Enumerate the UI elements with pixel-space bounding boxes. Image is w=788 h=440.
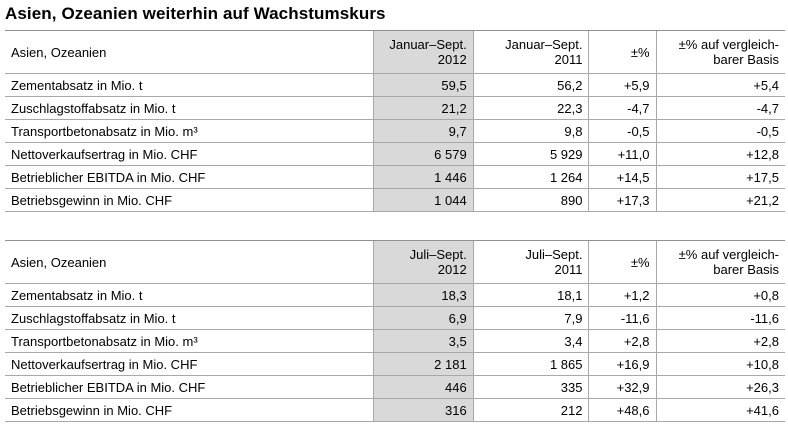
header-change: ±% [588, 240, 657, 284]
header-prior-period-line1: Juli–Sept. [525, 247, 583, 262]
row-prior-value: 7,9 [472, 306, 589, 330]
table-row: Transportbetonabsatz in Mio. m³ 9,7 9,8 -0,… [5, 119, 785, 143]
header-current-period-line2: 2012 [437, 52, 467, 67]
row-change-value: +11,0 [588, 142, 657, 166]
header-comparable: ±% auf vergleich-barer Basis [655, 30, 785, 74]
row-label: Betrieblicher EBITDA in Mio. CHF [5, 165, 374, 189]
row-label: Zementabsatz in Mio. t [5, 73, 374, 97]
header-prior-period: Januar–Sept. 2011 [472, 30, 589, 74]
row-label: Nettoverkaufsertrag in Mio. CHF [5, 352, 374, 376]
row-label: Betriebsgewinn in Mio. CHF [5, 188, 374, 212]
row-label: Transportbetonabsatz in Mio. m³ [5, 119, 374, 143]
table-row: Zuschlagstoffabsatz in Mio. t 21,2 22,3 -4,… [5, 96, 785, 120]
row-label: Nettoverkaufsertrag in Mio. CHF [5, 142, 374, 166]
row-prior-value: 1 264 [472, 165, 589, 189]
row-change-value: +5,9 [588, 73, 657, 97]
row-current-value: 21,2 [373, 96, 474, 120]
header-comparable-line2: barer Basis [713, 52, 779, 67]
row-prior-value: 56,2 [472, 73, 589, 97]
header-prior-period-line2: 2011 [554, 52, 583, 67]
row-comparable-value: +21,2 [655, 188, 785, 212]
row-comparable-value: +2,8 [655, 329, 785, 353]
row-prior-value: 5 929 [472, 142, 589, 166]
row-prior-value: 212 [472, 398, 589, 422]
header-comparable-line2: barer Basis [713, 262, 779, 277]
row-label: Zementabsatz in Mio. t [5, 283, 374, 307]
row-prior-value: 22,3 [472, 96, 589, 120]
row-current-value: 1 446 [373, 165, 474, 189]
header-prior-period-line1: Januar–Sept. [505, 37, 583, 52]
row-change-value: +14,5 [588, 165, 657, 189]
row-comparable-value: -11,6 [655, 306, 785, 330]
third-quarter-table: Asien, Ozeanien Juli–Sept. 2012 Juli–Sept. 2… [5, 240, 785, 422]
row-prior-value: 890 [472, 188, 589, 212]
row-current-value: 3,5 [373, 329, 474, 353]
row-change-value: +32,9 [588, 375, 657, 399]
row-current-value: 316 [373, 398, 474, 422]
header-comparable: ±% auf vergleich-barer Basis [655, 240, 785, 284]
header-prior-period-line2: 2011 [554, 262, 583, 277]
header-comparable-line1: ±% auf vergleich- [678, 247, 779, 262]
row-comparable-value: +5,4 [655, 73, 785, 97]
page-title: Asien, Ozeanien weiterhin auf Wachstumsk… [5, 4, 386, 23]
row-change-value: +17,3 [588, 188, 657, 212]
table-row: Nettoverkaufsertrag in Mio. CHF 2 181 1 86… [5, 352, 785, 376]
row-current-value: 6 579 [373, 142, 474, 166]
table-row: Zuschlagstoffabsatz in Mio. t 6,9 7,9 -11,6… [5, 306, 785, 330]
row-prior-value: 1 865 [472, 352, 589, 376]
row-label: Transportbetonabsatz in Mio. m³ [5, 329, 374, 353]
row-change-value: +16,9 [588, 352, 657, 376]
row-prior-value: 9,8 [472, 119, 589, 143]
row-label: Betrieblicher EBITDA in Mio. CHF [5, 375, 374, 399]
row-current-value: 446 [373, 375, 474, 399]
row-change-value: +48,6 [588, 398, 657, 422]
table-row: Betrieblicher EBITDA in Mio. CHF 446 335 +3… [5, 375, 785, 399]
header-comparable-line1: ±% auf vergleich- [678, 37, 779, 52]
header-region: Asien, Ozeanien [5, 30, 374, 74]
row-prior-value: 18,1 [472, 283, 589, 307]
header-current-period-line1: Januar–Sept. [389, 37, 467, 52]
row-current-value: 1 044 [373, 188, 474, 212]
table-row: Nettoverkaufsertrag in Mio. CHF 6 579 5 92… [5, 142, 785, 166]
row-change-value: -11,6 [588, 306, 657, 330]
header-current-period-line2: 2012 [437, 262, 467, 277]
table-row: Betrieblicher EBITDA in Mio. CHF 1 446 1 2… [5, 165, 785, 189]
row-current-value: 2 181 [373, 352, 474, 376]
row-comparable-value: +0,8 [655, 283, 785, 307]
table-row: Betriebsgewinn in Mio. CHF 316 212 +48,6 +41… [5, 398, 785, 422]
table-row: Zementabsatz in Mio. t 18,3 18,1 +1,2 +0,8 [5, 283, 785, 307]
table-row: Betriebsgewinn in Mio. CHF 1 044 890 +17,3 +… [5, 188, 785, 212]
row-label: Betriebsgewinn in Mio. CHF [5, 398, 374, 422]
table-header-row: Asien, Ozeanien Januar–Sept. 2012 Januar–Se… [5, 30, 785, 74]
row-change-value: -0,5 [588, 119, 657, 143]
table-row: Transportbetonabsatz in Mio. m³ 3,5 3,4 +2,… [5, 329, 785, 353]
row-change-value: +2,8 [588, 329, 657, 353]
table-row: Zementabsatz in Mio. t 59,5 56,2 +5,9 +5,4 [5, 73, 785, 97]
row-change-value: +1,2 [588, 283, 657, 307]
table-header-row: Asien, Ozeanien Juli–Sept. 2012 Juli–Sept. 2… [5, 240, 785, 284]
row-change-value: -4,7 [588, 96, 657, 120]
row-label: Zuschlagstoffabsatz in Mio. t [5, 96, 374, 120]
row-comparable-value: +17,5 [655, 165, 785, 189]
header-current-period: Januar–Sept. 2012 [373, 30, 474, 74]
row-label: Zuschlagstoffabsatz in Mio. t [5, 306, 374, 330]
row-current-value: 9,7 [373, 119, 474, 143]
row-current-value: 6,9 [373, 306, 474, 330]
row-comparable-value: +10,8 [655, 352, 785, 376]
row-comparable-value: +26,3 [655, 375, 785, 399]
row-comparable-value: -0,5 [655, 119, 785, 143]
row-current-value: 18,3 [373, 283, 474, 307]
header-prior-period: Juli–Sept. 2011 [472, 240, 589, 284]
row-prior-value: 335 [472, 375, 589, 399]
row-comparable-value: +41,6 [655, 398, 785, 422]
row-current-value: 59,5 [373, 73, 474, 97]
row-comparable-value: -4,7 [655, 96, 785, 120]
header-current-period: Juli–Sept. 2012 [373, 240, 474, 284]
header-change: ±% [588, 30, 657, 74]
header-current-period-line1: Juli–Sept. [409, 247, 467, 262]
row-prior-value: 3,4 [472, 329, 589, 353]
nine-month-table: Asien, Ozeanien Januar–Sept. 2012 Januar–Se… [5, 30, 785, 212]
row-comparable-value: +12,8 [655, 142, 785, 166]
header-region: Asien, Ozeanien [5, 240, 374, 284]
